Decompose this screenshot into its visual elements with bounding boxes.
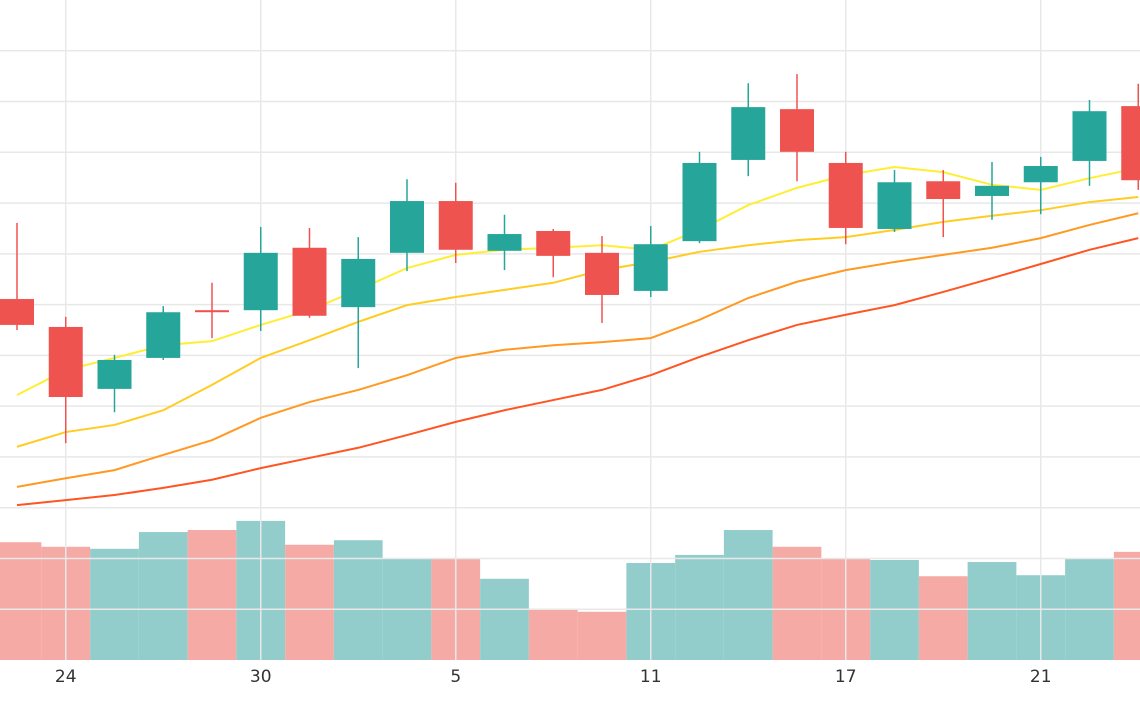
volume-bar	[918, 576, 968, 660]
volume-bar	[90, 548, 139, 660]
candle-body	[1121, 106, 1140, 181]
candle-body	[292, 247, 327, 316]
volume-bar	[187, 530, 237, 660]
x-tick-label: 21	[1030, 667, 1052, 687]
candle-body	[487, 234, 522, 251]
candle-body	[146, 312, 181, 358]
ma-line	[16, 166, 1139, 396]
candle-body	[633, 244, 668, 291]
candle-body	[585, 252, 619, 295]
candle-body	[877, 182, 912, 229]
candle-body	[1023, 166, 1058, 183]
volume-bar	[333, 540, 383, 660]
candle-body	[195, 310, 229, 313]
ma-line	[16, 212, 1139, 488]
volume-bar	[577, 611, 627, 660]
volume-bar	[723, 530, 773, 660]
candle-body	[780, 109, 814, 152]
volume-bar	[967, 562, 1017, 660]
volume-bar	[675, 554, 724, 660]
volume-bar	[138, 532, 188, 660]
volume-bar	[528, 609, 578, 660]
candle-body	[926, 181, 961, 200]
candle-body	[975, 185, 1009, 196]
volume-bar	[772, 546, 822, 660]
x-tick-label: 24	[55, 667, 77, 687]
candle-body	[97, 359, 132, 389]
candle-body	[536, 231, 571, 256]
volume-bar	[0, 542, 42, 660]
candle-body	[390, 201, 424, 253]
x-tick-label: 17	[835, 667, 857, 687]
candle-body	[1072, 111, 1107, 161]
candle-body	[828, 162, 863, 228]
x-tick-label: 11	[640, 667, 662, 687]
candle-body	[341, 258, 376, 308]
volume-bar	[870, 559, 919, 660]
candle-body	[243, 252, 278, 311]
candle-body	[731, 107, 766, 160]
candle-body	[48, 326, 83, 398]
volume-bar	[480, 578, 529, 660]
ma-line	[16, 195, 1139, 448]
volume-bar	[285, 544, 334, 660]
candle-body	[682, 162, 717, 242]
x-tick-label: 5	[450, 667, 461, 687]
ma-line	[16, 237, 1139, 507]
volume-bar	[1113, 551, 1140, 660]
x-tick-label: 30	[250, 667, 272, 687]
candle-body	[438, 201, 473, 250]
candle-body	[0, 299, 34, 325]
